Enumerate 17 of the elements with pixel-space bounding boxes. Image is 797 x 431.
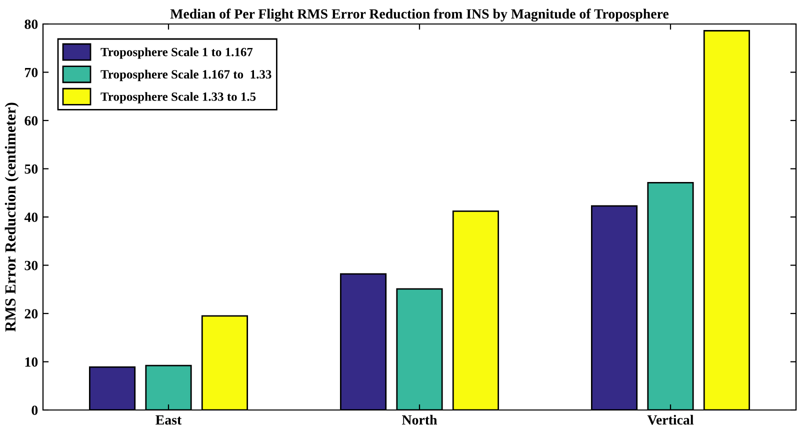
x-tick-label: East: [156, 415, 182, 425]
chart-title: Median of Per Flight RMS Error Reduction from INS by Magnitude of Troposphere: [170, 8, 669, 22]
legend-label: Troposphere Scale 1.33 to 1.5: [100, 92, 256, 104]
y-tick-label: 0: [32, 406, 38, 415]
legend-label: Troposphere Scale 1 to 1.167: [100, 47, 253, 59]
y-tick-label: 10: [25, 357, 38, 367]
y-tick-label: 80: [24, 20, 38, 29]
y-tick-label: 50: [24, 164, 38, 174]
y-tick-label: 40: [24, 212, 38, 222]
y-tick-label: 60: [24, 116, 38, 126]
y-tick-label: 20: [24, 309, 38, 318]
legend-label: Troposphere Scale 1.167 to 1.33: [100, 70, 272, 82]
x-tick-label: Vertical: [647, 414, 694, 425]
y-axis-title: RMS Error Reduction (centimeter): [4, 102, 19, 332]
y-tick-label: 30: [24, 260, 38, 270]
y-tick-label: 70: [25, 68, 38, 78]
x-tick-label: North: [402, 414, 438, 425]
